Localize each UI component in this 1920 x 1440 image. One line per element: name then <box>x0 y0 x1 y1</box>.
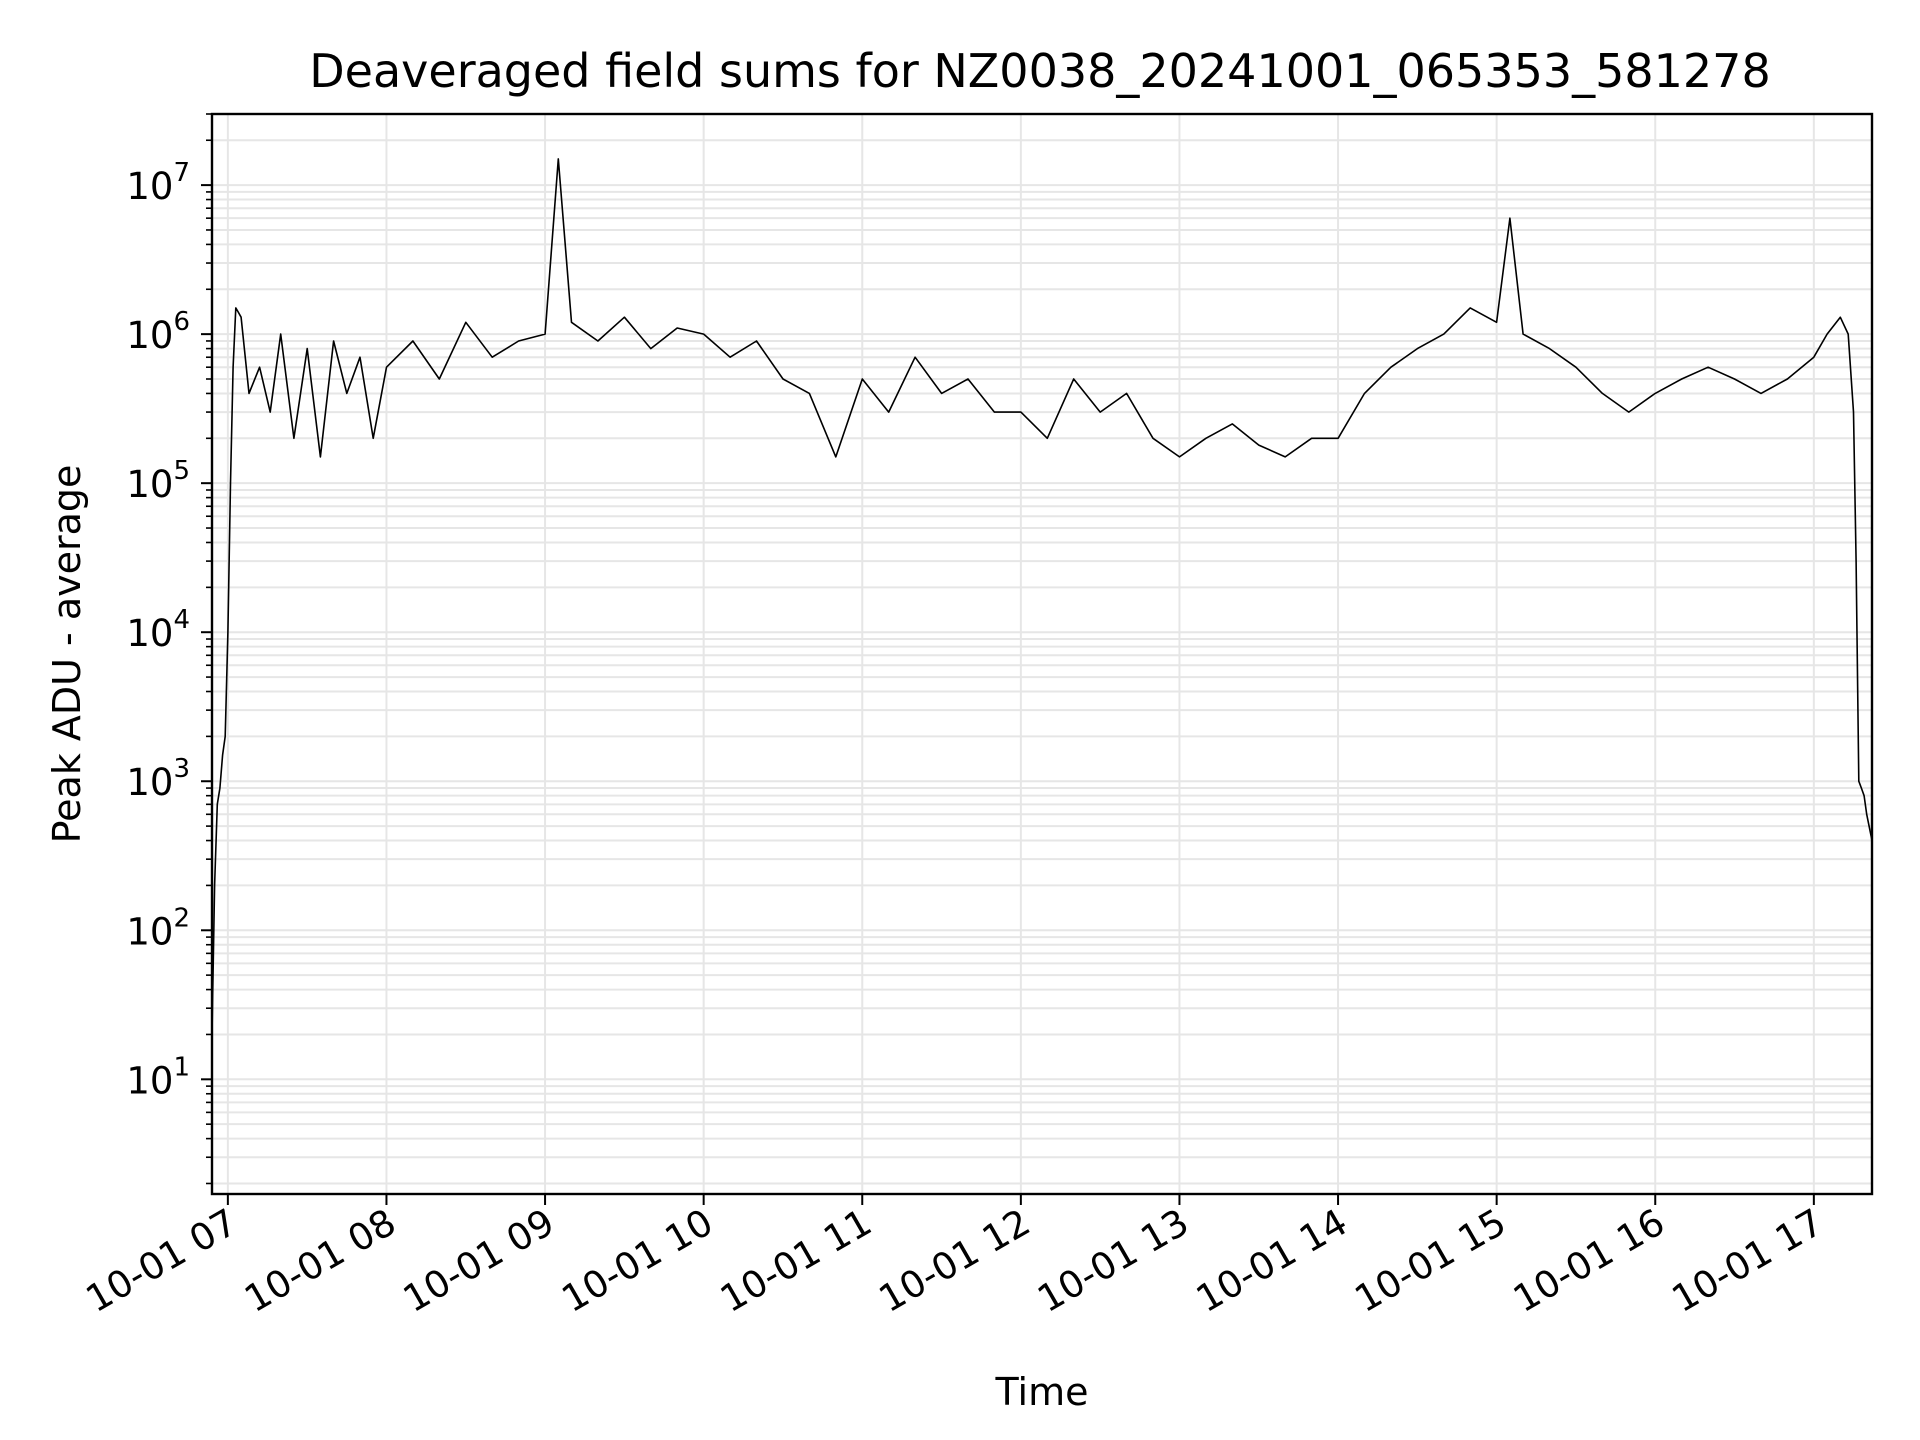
chart-title: Deaveraged field sums for NZ0038_2024100… <box>309 44 1770 98</box>
x-tick-label: 10-01 07 <box>79 1201 245 1321</box>
y-axis-label: Peak ADU - average <box>45 465 89 844</box>
series-line <box>211 158 1873 1035</box>
x-tick-label: 10-01 08 <box>237 1201 403 1321</box>
plot-area-frame <box>210 112 1874 1196</box>
x-tick-label: 10-01 11 <box>713 1201 879 1321</box>
x-axis-label: Time <box>995 1370 1089 1414</box>
x-tick-label: 10-01 14 <box>1189 1201 1355 1321</box>
x-tick-label: 10-01 15 <box>1348 1201 1514 1321</box>
x-tick-label: 10-01 17 <box>1665 1201 1831 1321</box>
x-tick-label: 10-01 09 <box>396 1201 562 1321</box>
y-tick-label: 101 <box>126 1052 190 1102</box>
y-tick-label: 104 <box>126 605 190 655</box>
x-tick-label: 10-01 12 <box>872 1201 1038 1321</box>
y-tick-label: 102 <box>126 903 190 953</box>
y-tick-label: 107 <box>126 158 190 208</box>
y-axis-ticks: 101 102 103 104 105 106 107 <box>126 113 212 1185</box>
grid <box>212 113 1872 1194</box>
x-tick-label: 10-01 10 <box>555 1201 721 1321</box>
y-tick-label: 105 <box>126 456 190 506</box>
y-tick-label: 103 <box>126 754 190 804</box>
x-tick-label: 10-01 16 <box>1506 1201 1672 1321</box>
y-tick-label: 106 <box>126 307 190 357</box>
x-tick-label: 10-01 13 <box>1030 1201 1196 1321</box>
series-layer <box>211 158 1873 1035</box>
